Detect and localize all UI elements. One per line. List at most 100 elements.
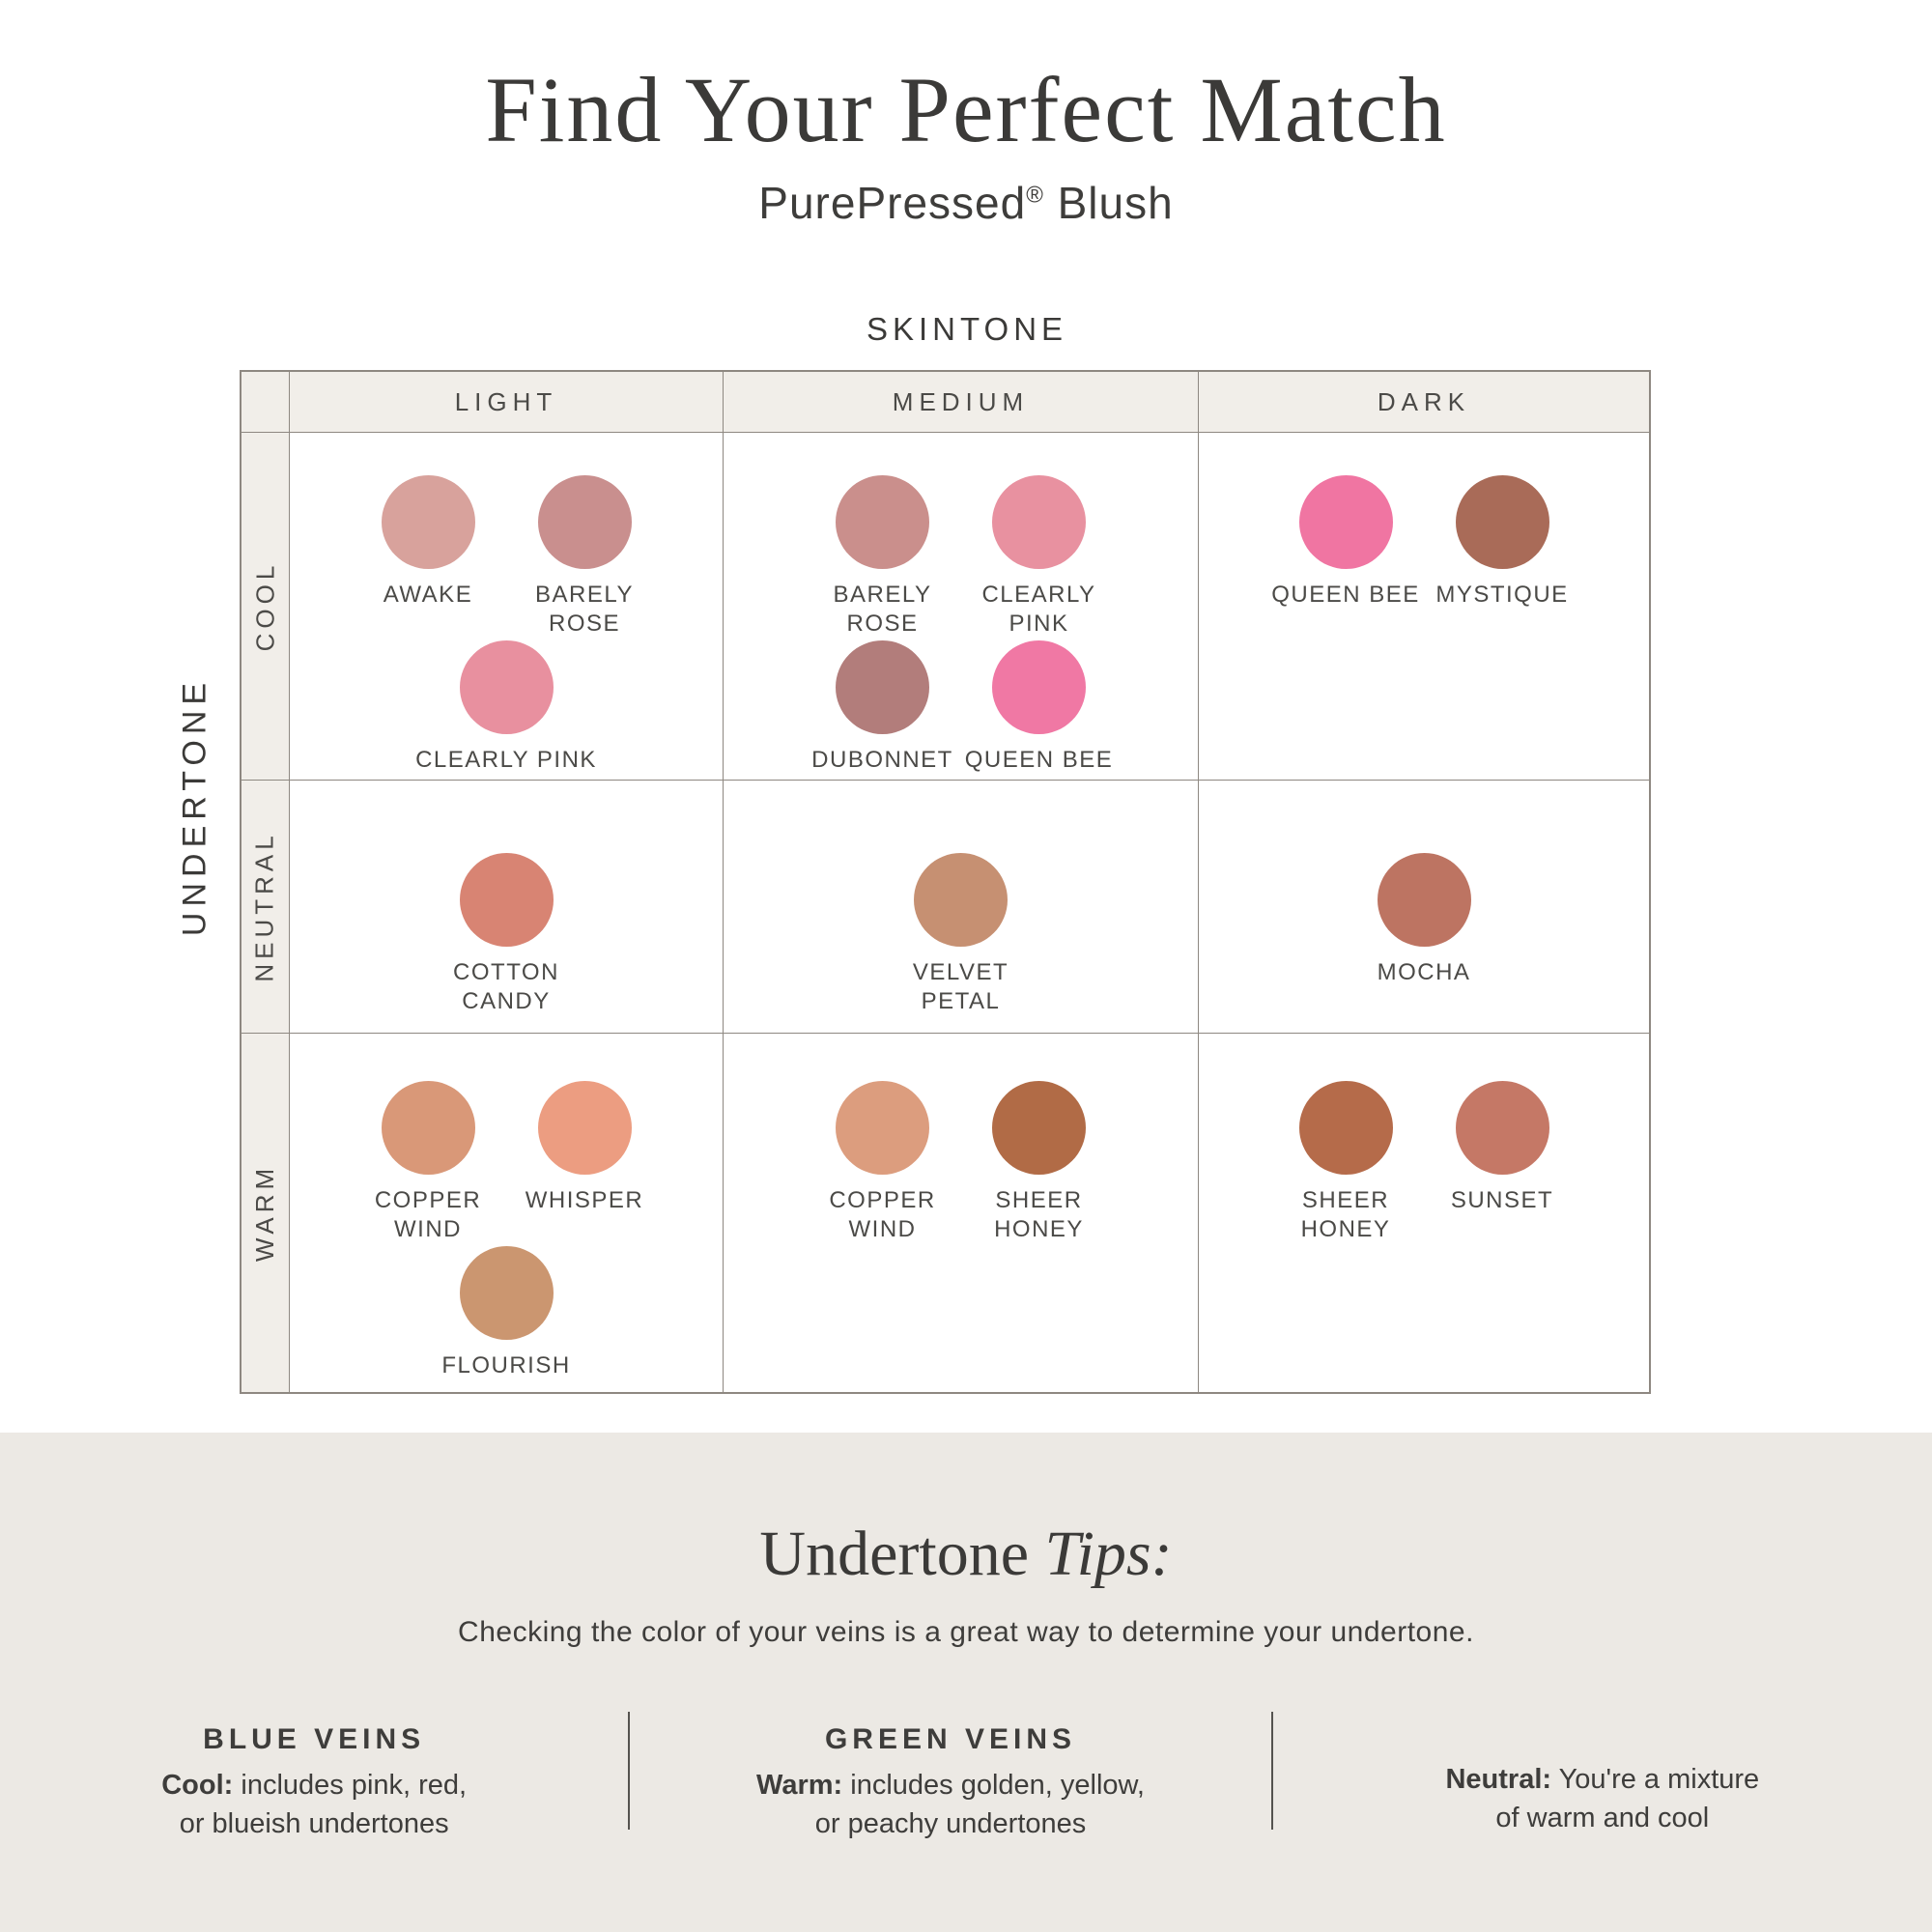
blue-veins-heading: BLUE VEINS [203, 1723, 426, 1755]
swatch-label-clearly-pink: CLEARLY PINK [415, 747, 597, 773]
swatch-circle-whisper [537, 1081, 632, 1175]
swatch-row: SHEER HONEY SUNSET [1273, 1081, 1575, 1246]
swatch-cotton-candy: COTTON CANDY [434, 853, 579, 1018]
swatch-row: FLOURISH [434, 1246, 579, 1411]
swatch-circle-queen-bee [992, 640, 1086, 734]
row-header-cool-label: COOL [250, 560, 279, 652]
swatch-copper-wind: COPPER WIND [355, 1081, 500, 1246]
cell-warm-dark: SHEER HONEY SUNSET [1199, 1034, 1649, 1392]
tips-column-blue-veins: BLUE VEINS Cool: includes pink, red, or … [0, 1712, 628, 1843]
swatch-circle-queen-bee [1298, 475, 1393, 569]
swatch-mocha: MOCHA [1351, 853, 1496, 1018]
blue-veins-text: Cool: includes pink, red, or blueish und… [0, 1766, 628, 1843]
column-header-dark: DARK [1199, 372, 1649, 432]
swatch-label-clearly-pink: CLEARLY PINK [981, 582, 1096, 638]
swatch-row: BARELY ROSE CLEARLY PINK [810, 475, 1112, 640]
swatch-circle-copper-wind [836, 1081, 929, 1175]
neutral-text: Neutral: You're a mixture of warm and co… [1273, 1760, 1932, 1837]
registered-mark: ® [1026, 182, 1044, 209]
swatch-row: COPPER WIND WHISPER [355, 1081, 657, 1246]
cell-neutral-light: COTTON CANDY [290, 781, 723, 1033]
swatch-circle-sheer-honey [1298, 1081, 1393, 1175]
swatch-label-sheer-honey: SHEER HONEY [1300, 1187, 1391, 1243]
swatch-label-barely-rose: BARELY ROSE [535, 582, 634, 638]
swatch-queen-bee: QUEEN BEE [1271, 475, 1420, 640]
swatch-circle-clearly-pink [992, 475, 1086, 569]
swatch-clearly-pink: CLEARLY PINK [967, 475, 1112, 640]
swatch-row: COTTON CANDY [434, 853, 579, 1018]
tips-heading-normal: Undertone [759, 1519, 1045, 1589]
swatch-label-sunset: SUNSET [1450, 1187, 1554, 1213]
warm-line2: or peachy undertones [814, 1808, 1087, 1839]
swatch-label-queen-bee: QUEEN BEE [1271, 582, 1420, 608]
swatch-circle-barely-rose [537, 475, 632, 569]
brand-name: PurePressed [758, 178, 1027, 228]
swatch-flourish: FLOURISH [434, 1246, 579, 1411]
swatch-circle-velvet-petal [914, 853, 1008, 947]
neutral-lead: Neutral: [1445, 1764, 1552, 1795]
tips-heading-italic: Tips: [1044, 1519, 1173, 1589]
warm-line1: includes golden, yellow, [842, 1770, 1145, 1801]
swatch-queen-bee: QUEEN BEE [964, 640, 1114, 806]
cell-neutral-medium: VELVET PETAL [724, 781, 1198, 1033]
swatch-circle-flourish [459, 1246, 554, 1340]
cool-line1: includes pink, red, [233, 1770, 468, 1801]
row-header-neutral-label: NEUTRAL [250, 831, 280, 982]
row-header-warm-label: WARM [250, 1163, 280, 1263]
swatch-row: COPPER WIND SHEER HONEY [810, 1081, 1112, 1246]
swatch-circle-barely-rose [836, 475, 929, 569]
swatch-row: VELVET PETAL [889, 853, 1034, 1018]
swatch-row: MOCHA [1351, 853, 1496, 1018]
swatch-label-cotton-candy: COTTON CANDY [453, 959, 559, 1015]
swatch-row: AWAKE BARELY ROSE [355, 475, 657, 640]
row-header-cool: COOL [242, 433, 289, 780]
swatch-label-flourish: FLOURISH [441, 1352, 571, 1378]
green-veins-heading: GREEN VEINS [824, 1723, 1077, 1755]
tips-intro: Checking the color of your veins is a gr… [458, 1616, 1474, 1648]
cool-line2: or blueish undertones [179, 1808, 449, 1839]
neutral-line1: You're a mixture [1551, 1764, 1760, 1795]
cell-cool-medium: BARELY ROSE CLEARLY PINK DUBONNET QUEEN BEE [724, 433, 1198, 780]
tips-column-green-veins: GREEN VEINS Warm: includes golden, yello… [630, 1712, 1270, 1843]
skintone-axis-label: SKINTONE [866, 311, 1068, 347]
swatch-velvet-petal: VELVET PETAL [889, 853, 1034, 1018]
swatch-mystique: MYSTIQUE [1430, 475, 1575, 640]
swatch-circle-mocha [1377, 853, 1471, 947]
product-name: Blush [1043, 178, 1174, 228]
page-subtitle: PurePressed® Blush [0, 177, 1932, 229]
cell-warm-medium: COPPER WIND SHEER HONEY [724, 1034, 1198, 1392]
swatch-label-mocha: MOCHA [1377, 959, 1471, 985]
cell-warm-light: COPPER WIND WHISPER FLOURISH [290, 1034, 723, 1392]
swatch-label-copper-wind: COPPER WIND [374, 1187, 482, 1243]
cool-lead: Cool: [161, 1770, 234, 1801]
swatch-label-queen-bee: QUEEN BEE [964, 747, 1114, 773]
swatch-copper-wind: COPPER WIND [810, 1081, 955, 1246]
swatch-circle-mystique [1455, 475, 1549, 569]
swatch-barely-rose: BARELY ROSE [512, 475, 657, 640]
swatch-label-mystique: MYSTIQUE [1435, 582, 1569, 608]
swatch-row: CLEARLY PINK [415, 640, 595, 806]
tips-column-neutral: Neutral: You're a mixture of warm and co… [1273, 1712, 1932, 1837]
cell-cool-dark: QUEEN BEE MYSTIQUE [1199, 433, 1649, 780]
swatch-circle-clearly-pink [459, 640, 554, 734]
swatch-sunset: SUNSET [1430, 1081, 1575, 1246]
page-header: Find Your Perfect Match PurePressed® Blu… [0, 56, 1932, 229]
swatch-circle-cotton-candy [459, 853, 554, 947]
swatch-row: QUEEN BEE MYSTIQUE [1271, 475, 1575, 640]
swatch-circle-sunset [1455, 1081, 1549, 1175]
column-header-light: LIGHT [290, 372, 723, 432]
swatch-circle-copper-wind [381, 1081, 475, 1175]
neutral-line2: of warm and cool [1495, 1803, 1710, 1833]
row-header-warm: WARM [242, 1034, 289, 1392]
tips-divider-left [628, 1712, 631, 1830]
swatch-sheer-honey: SHEER HONEY [1273, 1081, 1418, 1246]
swatch-circle-sheer-honey [992, 1081, 1086, 1175]
matrix-corner-cell [242, 372, 289, 432]
swatch-barely-rose: BARELY ROSE [810, 475, 955, 640]
swatch-circle-dubonnet [836, 640, 929, 734]
swatch-awake: AWAKE [355, 475, 500, 640]
swatch-label-velvet-petal: VELVET PETAL [912, 959, 1009, 1015]
page-title: Find Your Perfect Match [485, 58, 1447, 161]
swatch-dubonnet: DUBONNET [810, 640, 955, 806]
